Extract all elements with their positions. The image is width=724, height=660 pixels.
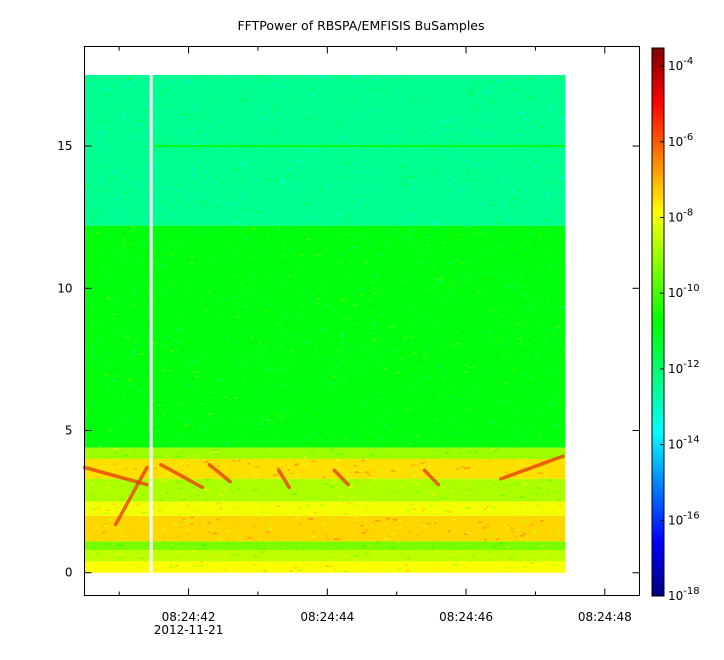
power-band — [84, 478, 566, 502]
colorbar: 10-4 10-6 10-8 10-10 10-12 10-14 10-16 10-18 — [651, 47, 700, 603]
chorus-streak — [332, 468, 350, 487]
colorbar-gradient — [651, 47, 665, 597]
colorbar-tick-label: 10-8 — [668, 207, 693, 224]
power-band — [84, 458, 566, 479]
x-tick-label: 08:24:44 — [300, 610, 354, 624]
power-band — [84, 549, 566, 562]
chorus-streak — [159, 462, 205, 490]
noise-texture — [84, 74, 566, 573]
power-band — [84, 501, 566, 516]
chorus-streak — [113, 465, 149, 527]
y-tick-label: 5 — [65, 424, 73, 438]
y-tick-label: 15 — [57, 139, 72, 153]
power-band — [84, 541, 566, 550]
colorbar-tick-label: 10-14 — [668, 435, 700, 452]
colorbar-tick-label: 10-12 — [668, 359, 700, 376]
chorus-streak — [207, 462, 232, 484]
chorus-streak — [422, 468, 441, 487]
power-band — [84, 561, 566, 573]
colorbar-tick-label: 10-16 — [668, 510, 700, 527]
chorus-streak — [499, 454, 565, 481]
x-tick-label: 08:24:48 — [578, 610, 632, 624]
x-date-label: 2012-11-21 — [154, 623, 224, 637]
colorbar-tick-label: 10-4 — [668, 56, 693, 73]
y-tick-label: 10 — [57, 281, 72, 295]
colorbar-tick-label: 10-18 — [668, 586, 700, 603]
y-tick-label: 0 — [65, 566, 73, 580]
tone-line — [154, 145, 566, 148]
x-tick-label: 08:24:42 — [162, 610, 216, 624]
axes: 0 5 10 15 08:24:42 08:24:44 08:24:46 08:24:48 20… — [57, 46, 640, 637]
power-band — [84, 447, 566, 459]
power-band — [84, 74, 566, 226]
chorus-streak — [82, 465, 149, 487]
chart-title: FFTPower of RBSPA/EMFISIS BuSamples — [237, 18, 484, 33]
plot-frame — [84, 46, 640, 596]
colorbar-tick-label: 10-6 — [668, 132, 693, 149]
chorus-streak — [277, 468, 291, 490]
x-tick-label: 08:24:46 — [439, 610, 493, 624]
colorbar-tick-label: 10-10 — [668, 283, 700, 300]
data-gap — [149, 74, 153, 573]
spectrogram-heatmap — [82, 74, 566, 573]
power-band — [84, 515, 566, 542]
